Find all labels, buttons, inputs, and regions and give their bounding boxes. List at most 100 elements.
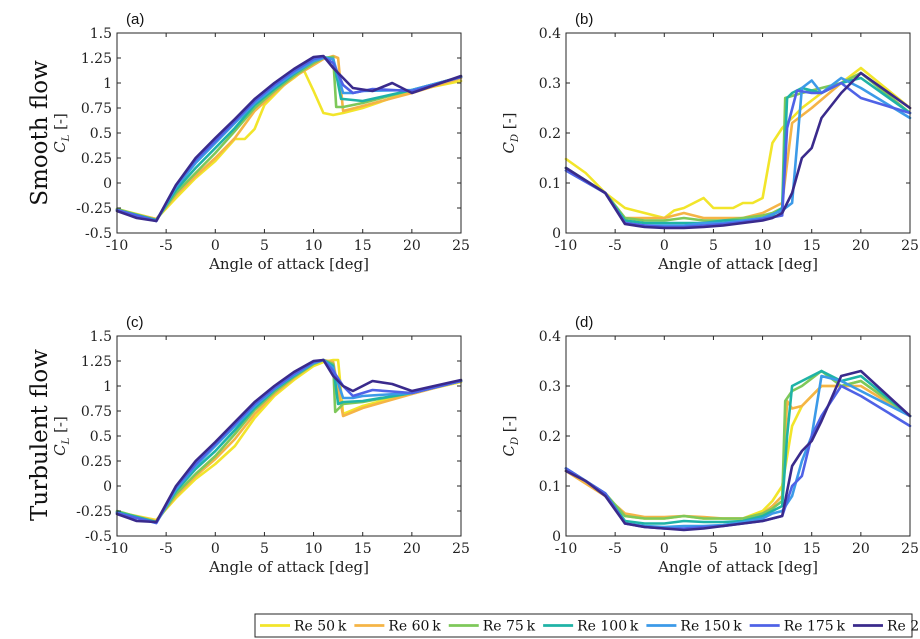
x-tick-label: -5 xyxy=(159,238,173,254)
y-tick-label: 1.25 xyxy=(81,354,112,370)
legend: Re 50 k Re 60 k Re 75 k Re 100 k Re 150 k Re … xyxy=(254,613,920,638)
y-tick-label: 0.5 xyxy=(90,126,112,142)
y-tick-label: -0.5 xyxy=(85,529,112,545)
x-tick-label: 0 xyxy=(660,238,669,254)
y-tick-label: 0 xyxy=(552,226,561,242)
x-tick-label: 15 xyxy=(803,541,821,557)
y-tick-label: 0 xyxy=(103,479,112,495)
y-tick-label: 0.25 xyxy=(81,151,112,167)
legend-entry: Re 60 k xyxy=(354,619,441,635)
row-labels: Smooth flow Turbulent flow xyxy=(27,60,53,521)
x-tick-label: 5 xyxy=(709,541,718,557)
legend-entry: Re 200 k xyxy=(852,619,920,635)
x-tick-label: 25 xyxy=(452,238,470,254)
y-tick-label: 0.5 xyxy=(90,429,112,445)
series-line xyxy=(564,374,912,529)
y-tick-label: -0.25 xyxy=(76,504,112,520)
legend-entry: Re 150 k xyxy=(646,619,742,635)
series-line xyxy=(564,369,912,532)
x-tick-label: -5 xyxy=(159,541,173,557)
y-tick-label: 0 xyxy=(103,176,112,192)
series-line xyxy=(115,358,463,522)
x-tick-label: 20 xyxy=(852,238,870,254)
x-tick-label: -5 xyxy=(608,238,622,254)
chart-panel: -10 -5 0 5 10 15 20 25 -0.5 -0.25 0 0.25 0.5 0.75 1 1.2… xyxy=(51,11,470,273)
x-tick-label: 15 xyxy=(803,238,821,254)
series-line xyxy=(564,384,912,520)
x-axis-label: Angle of attack [deg] xyxy=(657,255,818,273)
x-tick-label: -10 xyxy=(106,541,129,557)
series-line xyxy=(564,66,912,220)
x-axis-label: Angle of attack [deg] xyxy=(208,558,369,576)
y-tick-label: 0.1 xyxy=(539,479,561,495)
y-tick-label: 0.3 xyxy=(539,379,561,395)
y-tick-label: -0.25 xyxy=(76,201,112,217)
x-tick-label: 5 xyxy=(709,238,718,254)
panel-label: (a) xyxy=(126,11,144,28)
x-tick-label: 5 xyxy=(260,541,269,557)
legend-label: Re 60 k xyxy=(388,619,441,635)
series-line xyxy=(564,369,912,520)
chart-panel: -10 -5 0 5 10 15 20 25 0 0.1 0.2 0.3 0.4 Angle of att… xyxy=(500,11,919,273)
legend-entry: Re 75 k xyxy=(448,619,536,635)
panel-label: (b) xyxy=(575,11,593,28)
y-tick-label: 0.2 xyxy=(539,126,561,142)
panels: -10 -5 0 5 10 15 20 25-0.5-0.2500.250.50.7511.2… xyxy=(51,11,919,576)
y-tick-label: 0.25 xyxy=(81,454,112,470)
x-tick-label: 25 xyxy=(901,238,919,254)
series-line xyxy=(115,358,463,524)
series-group xyxy=(564,369,912,532)
x-tick-label: 0 xyxy=(660,541,669,557)
series-line xyxy=(115,68,463,221)
x-axis-label: Angle of attack [deg] xyxy=(208,255,369,273)
x-tick-label: 10 xyxy=(754,238,772,254)
row-label-turbulent-flow: Turbulent flow xyxy=(27,349,53,521)
legend-entry: Re 175 k xyxy=(749,619,846,635)
y-axis-label: CD [-] xyxy=(500,415,521,456)
x-tick-label: 10 xyxy=(754,541,772,557)
series-group xyxy=(564,66,912,230)
x-tick-label: 5 xyxy=(260,238,269,254)
x-tick-label: 10 xyxy=(305,238,323,254)
x-tick-label: -10 xyxy=(555,238,578,254)
chart-panel: -10 -5 0 5 10 15 20 25 0 0.1 0.2 0.3 0.4 Angle of att… xyxy=(500,314,919,576)
series-line xyxy=(115,55,463,222)
legend-label: Re 175 k xyxy=(784,619,846,635)
x-tick-label: 0 xyxy=(211,238,220,254)
x-tick-label: -10 xyxy=(106,238,129,254)
series-line xyxy=(115,358,463,525)
y-tick-label: 1.25 xyxy=(81,51,112,67)
series-line xyxy=(564,369,912,525)
legend-entry: Re 50 k xyxy=(260,619,347,635)
x-tick-label: 15 xyxy=(354,541,372,557)
panel-label: (d) xyxy=(575,314,593,331)
x-tick-label: 10 xyxy=(305,541,323,557)
x-tick-label: -5 xyxy=(608,541,622,557)
chart-panel: -10 -5 0 5 10 15 20 25 -0.5 -0.25 0 0.25 0.5 0.75 1 1.2… xyxy=(51,314,470,576)
series-line xyxy=(564,71,912,230)
y-tick-label: 1 xyxy=(103,379,112,395)
y-tick-label: 0.1 xyxy=(539,176,561,192)
x-tick-label: 0 xyxy=(211,541,220,557)
legend-box xyxy=(254,613,913,638)
y-tick-label: 0.2 xyxy=(539,429,561,445)
x-tick-label: 25 xyxy=(452,541,470,557)
series-line xyxy=(564,379,912,520)
y-tick-label: 0.4 xyxy=(539,26,561,42)
legend-label: Re 50 k xyxy=(294,619,347,635)
legend-entry: Re 100 k xyxy=(543,619,639,635)
y-tick-label: 0.4 xyxy=(539,329,561,345)
series-line xyxy=(564,71,912,222)
x-tick-label: 20 xyxy=(403,238,421,254)
series-line xyxy=(115,54,463,223)
y-axis-label: CL [-] xyxy=(51,113,72,153)
x-axis-label: Angle of attack [deg] xyxy=(657,558,818,576)
y-tick-label: 0.3 xyxy=(539,76,561,92)
y-axis-label: CD [-] xyxy=(500,112,521,153)
y-tick-label: 0.75 xyxy=(81,101,112,117)
x-tick-label: -10 xyxy=(555,541,578,557)
y-tick-label: -0.5 xyxy=(85,226,112,242)
y-tick-label: 1.5 xyxy=(90,329,112,345)
series-group xyxy=(115,54,463,223)
